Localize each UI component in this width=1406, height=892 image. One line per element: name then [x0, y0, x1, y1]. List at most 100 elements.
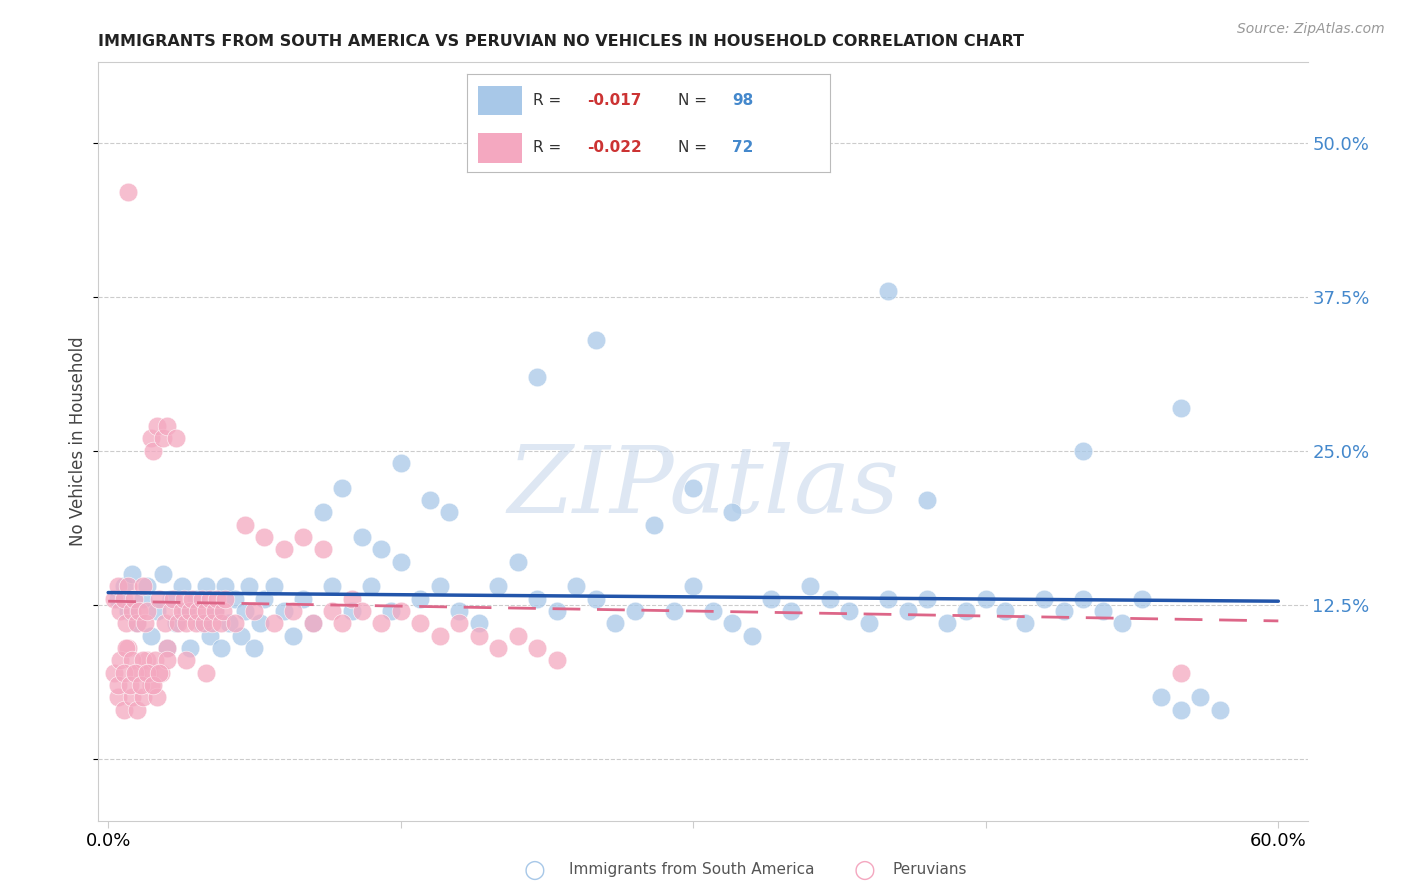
Point [292, 530, 315, 544]
Point [229, 629, 252, 643]
Point [273, 604, 295, 618]
Point [370, 616, 392, 631]
Point [179, 641, 201, 656]
Point [136, 604, 159, 618]
Point [117, 641, 139, 656]
Point [1033, 591, 1056, 606]
Point [127, 616, 149, 631]
Point [682, 481, 704, 495]
Point [153, 616, 176, 631]
Point [1053, 604, 1076, 618]
Point [127, 665, 149, 680]
Point [191, 591, 214, 606]
Point [1170, 401, 1192, 415]
Point [179, 604, 201, 618]
Point [103, 665, 125, 680]
Point [138, 665, 160, 680]
Point [1189, 690, 1212, 705]
Point [546, 653, 568, 667]
Point [779, 604, 801, 618]
Point [114, 641, 136, 656]
Point [198, 591, 221, 606]
Point [526, 591, 548, 606]
Point [156, 419, 179, 434]
Point [127, 616, 149, 631]
Point [139, 432, 162, 446]
Point [1111, 616, 1133, 631]
Point [107, 678, 129, 692]
Point [132, 591, 155, 606]
Point [623, 604, 645, 618]
Point [526, 369, 548, 384]
Text: Immigrants from South America: Immigrants from South America [569, 863, 815, 877]
Point [312, 542, 335, 557]
Point [142, 678, 165, 692]
Point [224, 616, 246, 631]
Point [974, 591, 997, 606]
Point [409, 616, 432, 631]
Point [585, 591, 607, 606]
Point [200, 616, 222, 631]
Point [1130, 591, 1153, 606]
Point [209, 616, 232, 631]
Point [818, 591, 841, 606]
Point [249, 616, 271, 631]
Point [321, 604, 343, 618]
Point [877, 591, 900, 606]
Point [114, 616, 136, 631]
Point [1014, 616, 1036, 631]
Point [128, 604, 150, 618]
Point [877, 284, 900, 298]
Point [136, 653, 159, 667]
Point [419, 493, 441, 508]
Point [897, 604, 920, 618]
Point [112, 703, 135, 717]
Point [204, 604, 226, 618]
Point [214, 591, 236, 606]
Point [224, 591, 246, 606]
Point [467, 629, 489, 643]
Point [136, 665, 159, 680]
Point [1170, 703, 1192, 717]
Point [107, 579, 129, 593]
Point [132, 690, 155, 705]
Point [108, 653, 131, 667]
Point [117, 579, 139, 593]
Point [165, 616, 187, 631]
Point [152, 567, 174, 582]
Text: ○: ○ [523, 858, 546, 881]
Point [122, 591, 145, 606]
Point [1071, 443, 1094, 458]
Point [389, 555, 412, 569]
Point [283, 629, 305, 643]
Point [389, 456, 412, 470]
Point [662, 604, 685, 618]
Point [330, 481, 353, 495]
Point [209, 641, 232, 656]
Point [486, 579, 509, 593]
Point [204, 604, 226, 618]
Point [198, 629, 221, 643]
Point [380, 604, 402, 618]
Point [149, 665, 172, 680]
Point [107, 690, 129, 705]
Point [283, 604, 305, 618]
Point [124, 665, 146, 680]
Point [117, 604, 139, 618]
Text: Source: ZipAtlas.com: Source: ZipAtlas.com [1237, 22, 1385, 37]
Point [117, 185, 139, 199]
Point [118, 678, 141, 692]
Point [143, 653, 166, 667]
Point [506, 555, 529, 569]
Point [207, 591, 229, 606]
Point [132, 579, 155, 593]
Point [156, 641, 179, 656]
Point [112, 591, 135, 606]
Point [439, 505, 461, 519]
Point [330, 616, 353, 631]
Point [243, 604, 266, 618]
Point [194, 665, 217, 680]
Point [233, 604, 256, 618]
Point [350, 604, 373, 618]
Point [917, 591, 939, 606]
